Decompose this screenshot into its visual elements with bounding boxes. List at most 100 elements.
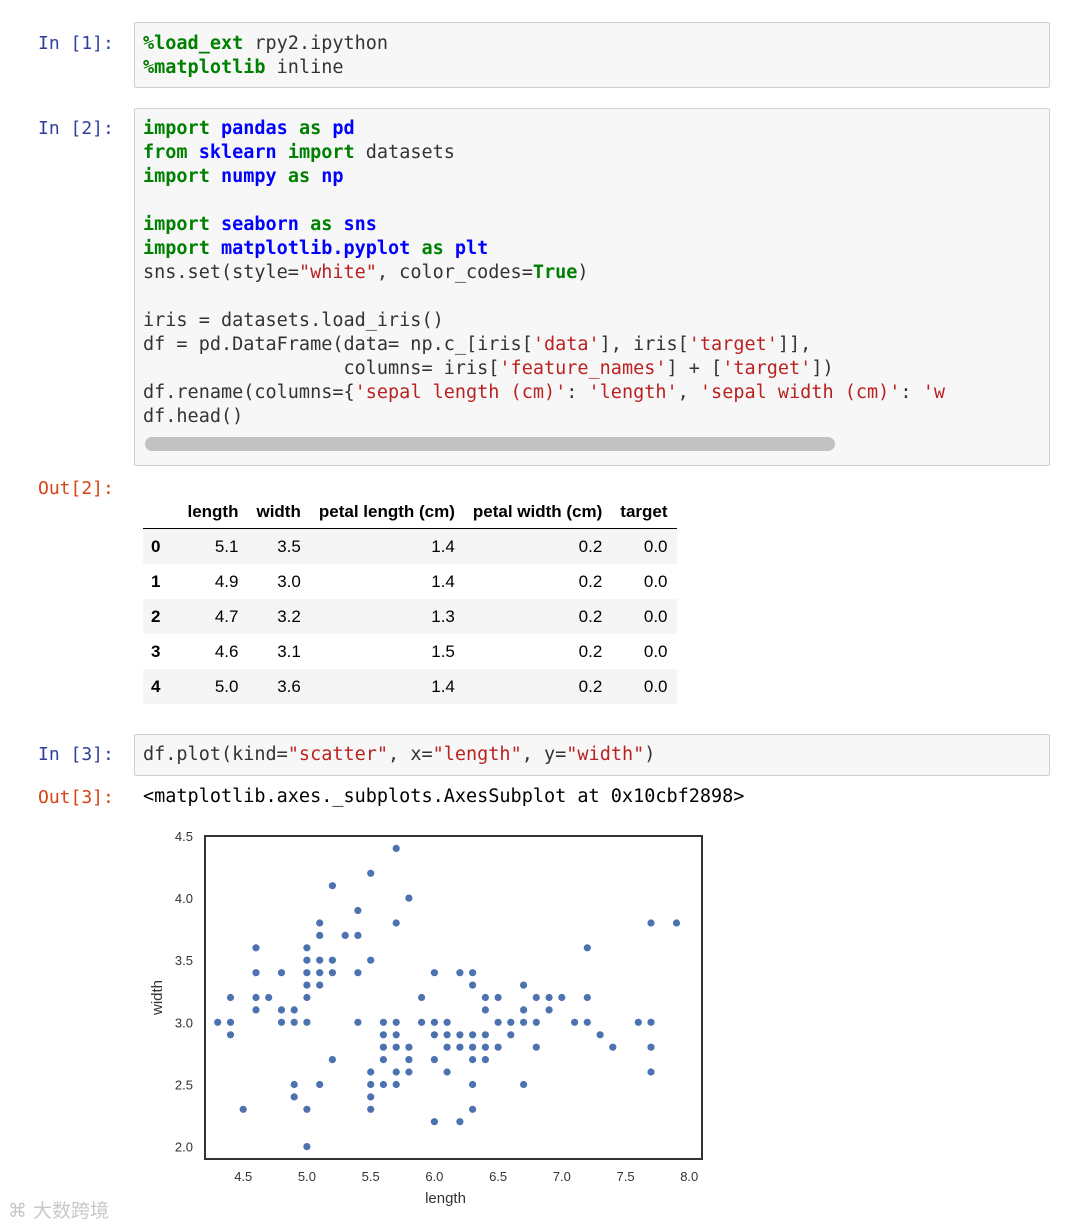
code-token: [210, 118, 221, 139]
table-cell: 3.5: [247, 529, 309, 565]
code-editor-3[interactable]: df.plot(kind="scatter", x="length", y="w…: [143, 743, 655, 767]
code-cell-2[interactable]: import pandas as pdfrom sklearn import d…: [134, 108, 1050, 466]
table-cell: 3.1: [247, 634, 309, 669]
scatter-point: [367, 1068, 374, 1075]
code-token: sklearn: [199, 142, 277, 163]
scatter-point: [354, 969, 361, 976]
code-token: [277, 142, 288, 163]
table-cell: 5.1: [178, 529, 247, 565]
column-header: petal length (cm): [310, 496, 464, 529]
scatter-point: [418, 1019, 425, 1026]
scatter-point: [597, 1031, 604, 1038]
scatter-point: [431, 1056, 438, 1063]
scatter-point: [316, 982, 323, 989]
code-line[interactable]: %matplotlib inline: [143, 56, 388, 80]
table-cell: 0.0: [611, 634, 676, 669]
scatter-point: [227, 1031, 234, 1038]
x-tick-label: 6.0: [425, 1169, 443, 1184]
code-line[interactable]: from sklearn import datasets: [143, 141, 945, 165]
code-line[interactable]: df.head(): [143, 405, 945, 429]
table-cell: 0.0: [611, 564, 676, 599]
scatter-point: [380, 1044, 387, 1051]
row-index: 2: [143, 599, 178, 634]
code-line[interactable]: %load_ext rpy2.ipython: [143, 32, 388, 56]
code-line[interactable]: iris = datasets.load_iris(): [143, 309, 945, 333]
table-cell: 0.0: [611, 669, 676, 704]
scatter-point: [367, 1081, 374, 1088]
code-line[interactable]: df = pd.DataFrame(data= np.c_[iris['data…: [143, 333, 945, 357]
code-line[interactable]: import matplotlib.pyplot as plt: [143, 237, 945, 261]
scatter-point: [303, 1019, 310, 1026]
cell-prompt-out-3: Out[3]:: [38, 787, 114, 808]
scatter-point: [214, 1019, 221, 1026]
code-line[interactable]: [143, 285, 945, 309]
code-cell-1[interactable]: %load_ext rpy2.ipython%matplotlib inline: [134, 22, 1050, 88]
code-token: [332, 214, 343, 235]
code-token: ] + [: [667, 358, 723, 379]
x-tick-label: 7.0: [553, 1169, 571, 1184]
scatter-point: [482, 1056, 489, 1063]
code-token: seaborn: [221, 214, 299, 235]
plot-area: [205, 836, 702, 1159]
scatter-point: [571, 1019, 578, 1026]
code-editor-1[interactable]: %load_ext rpy2.ipython%matplotlib inline: [143, 32, 388, 80]
scatter-point: [469, 982, 476, 989]
scatter-point: [380, 1031, 387, 1038]
code-token: , y=: [522, 744, 567, 765]
code-token: , color_codes=: [377, 262, 533, 283]
scatter-point: [367, 957, 374, 964]
table-cell: 4.9: [178, 564, 247, 599]
code-line[interactable]: import numpy as np: [143, 165, 945, 189]
code-line[interactable]: sns.set(style="white", color_codes=True): [143, 261, 945, 285]
cell-prompt-in-3: In [3]:: [38, 744, 114, 765]
column-header: target: [611, 496, 676, 529]
scatter-point: [546, 994, 553, 1001]
code-line[interactable]: columns= iris['feature_names'] + ['targe…: [143, 357, 945, 381]
scatter-point: [380, 1056, 387, 1063]
row-index: 4: [143, 669, 178, 704]
table-cell: 3.0: [247, 564, 309, 599]
horizontal-scrollbar[interactable]: [145, 437, 835, 451]
table-cell: 0.0: [611, 599, 676, 634]
scatter-point: [265, 994, 272, 1001]
scatter-point: [507, 1019, 514, 1026]
scatter-point: [252, 1006, 259, 1013]
scatter-point: [469, 1044, 476, 1051]
code-token: from: [143, 142, 188, 163]
scatter-point: [431, 1118, 438, 1125]
code-token: import: [143, 166, 210, 187]
scatter-point: [367, 1106, 374, 1113]
scatter-point: [291, 1019, 298, 1026]
camera-icon: ⌘: [8, 1200, 27, 1222]
code-cell-3[interactable]: df.plot(kind="scatter", x="length", y="w…: [134, 734, 1050, 776]
code-line[interactable]: import seaborn as sns: [143, 213, 945, 237]
code-line[interactable]: import pandas as pd: [143, 117, 945, 141]
scatter-point: [469, 1081, 476, 1088]
column-header: petal width (cm): [464, 496, 611, 529]
scatter-point: [316, 969, 323, 976]
code-line[interactable]: df.plot(kind="scatter", x="length", y="w…: [143, 743, 655, 767]
scatter-point: [482, 1031, 489, 1038]
table-header-row: lengthwidthpetal length (cm)petal width …: [143, 496, 677, 529]
code-token: ,: [678, 382, 700, 403]
table-cell: 3.6: [247, 669, 309, 704]
code-token: columns= iris[: [143, 358, 499, 379]
code-editor-2[interactable]: import pandas as pdfrom sklearn import d…: [143, 117, 945, 429]
scatter-plot: 4.55.05.56.06.57.07.58.02.02.53.03.54.04…: [140, 825, 720, 1210]
scatter-point: [456, 1031, 463, 1038]
scatter-point: [393, 1068, 400, 1075]
code-line[interactable]: df.rename(columns={'sepal length (cm)': …: [143, 381, 945, 405]
table-cell: 3.2: [247, 599, 309, 634]
scatter-point: [303, 1106, 310, 1113]
scatter-point: [278, 1006, 285, 1013]
scatter-point: [342, 932, 349, 939]
x-axis-label: length: [425, 1190, 466, 1207]
table-cell: 1.4: [310, 529, 464, 565]
scatter-point: [469, 1031, 476, 1038]
scatter-point: [520, 982, 527, 989]
scatter-point: [456, 1118, 463, 1125]
table-row: 34.63.11.50.20.0: [143, 634, 677, 669]
scatter-point: [393, 1019, 400, 1026]
scatter-point: [533, 1019, 540, 1026]
code-line[interactable]: [143, 189, 945, 213]
